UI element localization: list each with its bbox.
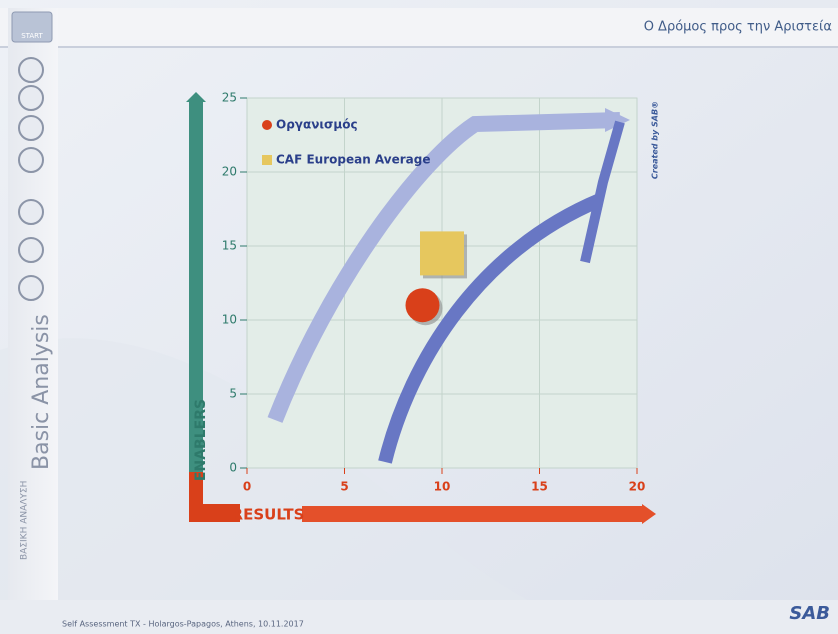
x-axis-bar xyxy=(302,506,642,522)
x-tick-label: 20 xyxy=(629,480,646,494)
nav-icon[interactable] xyxy=(18,85,44,111)
x-axis-arrow xyxy=(642,504,656,524)
x-tick-label: 0 xyxy=(243,480,251,494)
point xyxy=(420,231,464,276)
footer-bar xyxy=(0,600,838,634)
start-label: START xyxy=(21,32,43,40)
nav-icon[interactable] xyxy=(18,115,44,141)
y-tick-label: 10 xyxy=(222,313,237,327)
nav-icon[interactable] xyxy=(18,57,44,83)
nav-icon[interactable] xyxy=(18,275,44,301)
y-tick-label: 20 xyxy=(222,165,237,179)
y-tick-label: 5 xyxy=(229,387,237,401)
sidebar-title: Basic Analysis xyxy=(29,314,54,470)
arrow-head xyxy=(605,108,630,132)
nav-icons xyxy=(18,57,44,301)
y-tick-label: 0 xyxy=(229,461,237,475)
x-tick-label: 5 xyxy=(340,480,348,494)
x-axis-label: RESULTS xyxy=(232,506,305,524)
arrow-decoration xyxy=(267,112,621,423)
y-axis-arrow xyxy=(186,92,206,102)
point xyxy=(405,288,440,323)
header-bar xyxy=(0,8,838,46)
legend-label: CAF European Average xyxy=(276,153,430,167)
y-tick-label: 15 xyxy=(222,239,237,253)
nav-icon[interactable] xyxy=(18,237,44,263)
nav-icon[interactable] xyxy=(18,199,44,225)
logo[interactable]: SAB xyxy=(789,603,830,624)
y-tick-label: 25 xyxy=(222,91,237,105)
arrow-decoration xyxy=(580,120,625,264)
legend-label: Οργανισμός xyxy=(276,118,358,132)
arrow-decoration xyxy=(378,193,603,464)
y-axis-label: ENABLERS xyxy=(193,399,209,481)
start-button[interactable] xyxy=(11,11,53,43)
decoration xyxy=(0,338,600,634)
x-tick-label: 15 xyxy=(531,480,548,494)
footer-text: Self Assessment TX - Holargos-Papagos, A… xyxy=(62,620,304,629)
nav-icon[interactable] xyxy=(18,147,44,173)
sidebar-subtitle: ΒΑΣΙΚΗ ΑΝΑΛΥΣΗ xyxy=(20,481,30,560)
axis-corner xyxy=(189,472,240,522)
header-line xyxy=(0,46,838,48)
legend-marker xyxy=(262,120,272,130)
credit: Created by SAB® xyxy=(651,101,660,179)
header-title: Ο Δρόμος προς την Αριστεία xyxy=(644,20,832,35)
x-tick-label: 10 xyxy=(434,480,451,494)
y-axis-bar xyxy=(189,102,203,472)
legend-marker xyxy=(262,155,272,165)
